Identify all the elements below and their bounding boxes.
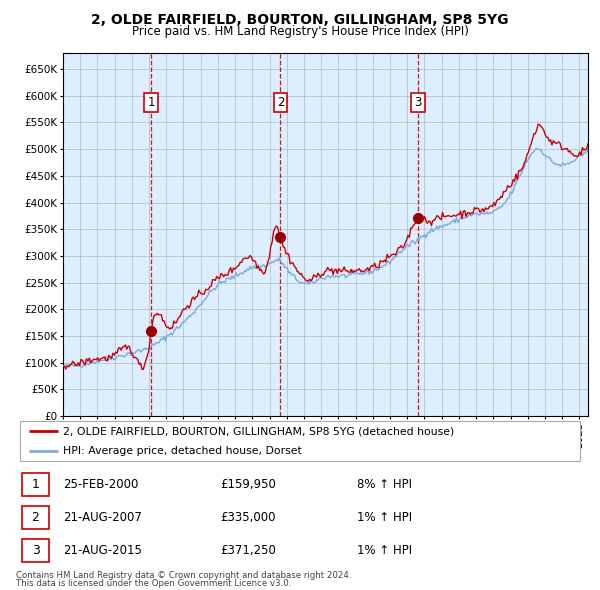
Text: 1% ↑ HPI: 1% ↑ HPI [357,511,412,525]
Text: 21-AUG-2007: 21-AUG-2007 [64,511,142,525]
Text: 2: 2 [32,511,40,525]
Text: 1: 1 [32,478,40,491]
Text: 2, OLDE FAIRFIELD, BOURTON, GILLINGHAM, SP8 5YG: 2, OLDE FAIRFIELD, BOURTON, GILLINGHAM, … [91,13,509,27]
Text: 2: 2 [277,96,284,109]
Text: 3: 3 [415,96,422,109]
Text: £335,000: £335,000 [220,511,276,525]
Text: Contains HM Land Registry data © Crown copyright and database right 2024.: Contains HM Land Registry data © Crown c… [16,571,352,579]
Text: 8% ↑ HPI: 8% ↑ HPI [357,478,412,491]
Text: 21-AUG-2015: 21-AUG-2015 [64,544,142,558]
Text: 25-FEB-2000: 25-FEB-2000 [64,478,139,491]
Text: This data is licensed under the Open Government Licence v3.0.: This data is licensed under the Open Gov… [16,579,292,588]
Text: £371,250: £371,250 [220,544,276,558]
Text: £159,950: £159,950 [220,478,276,491]
FancyBboxPatch shape [22,473,49,496]
Text: 3: 3 [32,544,40,558]
FancyBboxPatch shape [20,421,580,461]
Text: HPI: Average price, detached house, Dorset: HPI: Average price, detached house, Dors… [64,446,302,455]
FancyBboxPatch shape [22,506,49,529]
FancyBboxPatch shape [22,539,49,562]
Text: 1% ↑ HPI: 1% ↑ HPI [357,544,412,558]
Text: Price paid vs. HM Land Registry's House Price Index (HPI): Price paid vs. HM Land Registry's House … [131,25,469,38]
Text: 1: 1 [148,96,155,109]
Text: 2, OLDE FAIRFIELD, BOURTON, GILLINGHAM, SP8 5YG (detached house): 2, OLDE FAIRFIELD, BOURTON, GILLINGHAM, … [64,427,455,436]
